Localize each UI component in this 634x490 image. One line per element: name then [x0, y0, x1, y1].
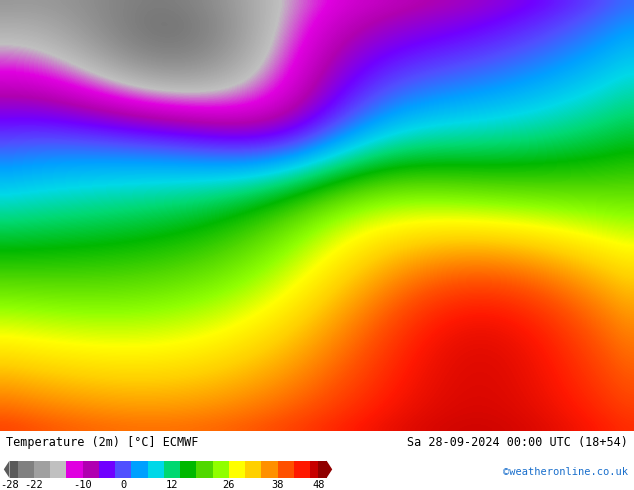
Text: 38: 38 [271, 480, 284, 490]
Text: -22: -22 [25, 480, 43, 490]
Bar [67, 461, 82, 478]
Bar [131, 461, 148, 478]
Bar [213, 461, 229, 478]
Bar [229, 461, 245, 478]
Bar [197, 461, 213, 478]
Text: 0: 0 [120, 480, 126, 490]
Bar [164, 461, 180, 478]
Text: -10: -10 [74, 480, 92, 490]
Text: Sa 28-09-2024 00:00 UTC (18+54): Sa 28-09-2024 00:00 UTC (18+54) [407, 436, 628, 449]
Polygon shape [327, 461, 332, 478]
Bar [82, 461, 99, 478]
Text: 26: 26 [223, 480, 235, 490]
Bar [148, 461, 164, 478]
Polygon shape [4, 461, 10, 478]
Bar [310, 461, 318, 478]
Bar [294, 461, 310, 478]
Text: ©weatheronline.co.uk: ©weatheronline.co.uk [503, 467, 628, 477]
Text: 48: 48 [312, 480, 325, 490]
Bar [18, 461, 34, 478]
Bar [318, 461, 327, 478]
Text: 12: 12 [166, 480, 178, 490]
Bar [278, 461, 294, 478]
Bar [115, 461, 131, 478]
Bar [180, 461, 197, 478]
Bar [34, 461, 50, 478]
Text: Temperature (2m) [°C] ECMWF: Temperature (2m) [°C] ECMWF [6, 436, 198, 449]
Text: -28: -28 [0, 480, 19, 490]
Bar [261, 461, 278, 478]
Bar [245, 461, 261, 478]
Bar [10, 461, 18, 478]
Bar [50, 461, 67, 478]
Bar [99, 461, 115, 478]
